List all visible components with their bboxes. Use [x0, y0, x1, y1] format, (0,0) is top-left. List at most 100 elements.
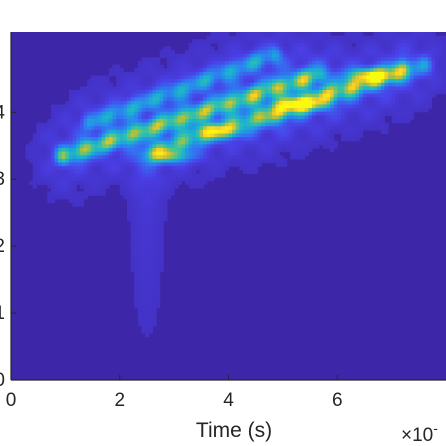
heatmap-cell — [50, 184, 56, 189]
heatmap-cell — [159, 50, 164, 55]
heatmap-cell — [232, 104, 237, 109]
heatmap-cell — [311, 75, 317, 80]
heatmap-cell — [145, 300, 150, 305]
heatmap-cell — [174, 126, 179, 131]
heatmap-cell — [337, 97, 342, 102]
heatmap-cell — [170, 104, 175, 109]
heatmap-cell — [402, 61, 407, 66]
heatmap-cell — [257, 126, 262, 131]
heatmap-cell — [286, 144, 291, 149]
heatmap-cell — [206, 82, 211, 87]
heatmap-cell — [177, 129, 182, 135]
heatmap-cell — [145, 126, 150, 131]
heatmap-cell — [366, 64, 371, 69]
heatmap-cell — [203, 97, 208, 102]
heatmap-cell — [427, 68, 433, 73]
heatmap-cell — [145, 158, 150, 164]
heatmap-cell — [409, 93, 414, 98]
heatmap-cell — [177, 140, 182, 145]
heatmap-cell — [119, 79, 124, 84]
heatmap-cell — [123, 187, 128, 193]
heatmap-cell — [377, 97, 382, 102]
heatmap-cell — [217, 39, 222, 44]
heatmap-cell — [152, 322, 157, 327]
heatmap-cell — [58, 133, 63, 138]
heatmap-cell — [199, 177, 204, 182]
heatmap-cell — [188, 75, 193, 80]
heatmap-cell — [380, 64, 385, 69]
heatmap-cell — [72, 151, 77, 156]
heatmap-cell — [214, 144, 219, 149]
heatmap-cell — [72, 198, 77, 203]
heatmap-cell — [83, 90, 88, 95]
heatmap-cell — [105, 158, 110, 164]
heatmap-cell — [185, 111, 190, 116]
heatmap-cell — [261, 148, 266, 153]
heatmap-cell — [210, 129, 215, 135]
heatmap-cell — [235, 93, 240, 98]
heatmap-cell — [359, 35, 364, 40]
heatmap-cell — [156, 68, 161, 73]
heatmap-cell — [112, 68, 117, 73]
heatmap-cell — [232, 86, 237, 91]
heatmap-cell — [253, 71, 259, 77]
heatmap-cell — [340, 104, 346, 109]
heatmap-cell — [308, 100, 313, 106]
heatmap-cell — [297, 50, 302, 55]
heatmap-cell — [166, 57, 172, 62]
heatmap-cell — [250, 46, 255, 51]
heatmap-cell — [337, 68, 342, 73]
heatmap-cell — [130, 245, 135, 251]
heatmap-cell — [108, 144, 114, 149]
heatmap-cell — [340, 57, 346, 62]
heatmap-cell — [217, 90, 222, 95]
heatmap-cell — [224, 144, 230, 149]
heatmap-cell — [145, 75, 150, 80]
heatmap-cell — [47, 184, 52, 189]
heatmap-cell — [170, 119, 175, 124]
heatmap-cell — [297, 148, 302, 153]
heatmap-cell — [344, 42, 349, 48]
heatmap-cell — [228, 82, 233, 87]
heatmap-cell — [359, 42, 364, 48]
heatmap-cell — [90, 111, 95, 116]
heatmap-cell — [203, 122, 208, 127]
heatmap-cell — [442, 53, 446, 58]
heatmap-cell — [413, 104, 418, 109]
heatmap-cell — [304, 126, 309, 131]
heatmap-cell — [69, 93, 74, 98]
heatmap-cell — [90, 177, 95, 182]
heatmap-cell — [409, 82, 414, 87]
heatmap-cell — [98, 93, 103, 98]
heatmap-cell — [166, 169, 172, 174]
heatmap-cell — [235, 162, 240, 167]
heatmap-cell — [217, 93, 222, 98]
heatmap-cell — [116, 119, 121, 124]
heatmap-cell — [58, 148, 63, 153]
heatmap-cell — [322, 126, 327, 131]
heatmap-cell — [304, 71, 309, 77]
heatmap-cell — [163, 198, 168, 203]
heatmap-cell — [369, 93, 375, 98]
heatmap-cell — [293, 126, 298, 131]
heatmap-cell — [275, 39, 280, 44]
heatmap-cell — [159, 206, 164, 211]
heatmap-cell — [148, 296, 153, 301]
heatmap-cell — [137, 253, 143, 258]
heatmap-cell — [272, 32, 277, 37]
heatmap-cell — [192, 180, 197, 185]
heatmap-cell — [163, 140, 168, 145]
heatmap-cell — [195, 39, 201, 44]
heatmap-cell — [315, 35, 320, 40]
heatmap-cell — [119, 68, 124, 73]
heatmap-cell — [152, 184, 157, 189]
heatmap-cell — [362, 46, 367, 51]
heatmap-cell — [148, 311, 153, 316]
heatmap-cell — [261, 115, 266, 120]
heatmap-cell — [290, 39, 295, 44]
heatmap-cell — [203, 180, 208, 185]
heatmap-cell — [116, 148, 121, 153]
heatmap-cell — [108, 129, 114, 135]
heatmap-cell — [65, 151, 70, 156]
heatmap-cell — [123, 104, 128, 109]
